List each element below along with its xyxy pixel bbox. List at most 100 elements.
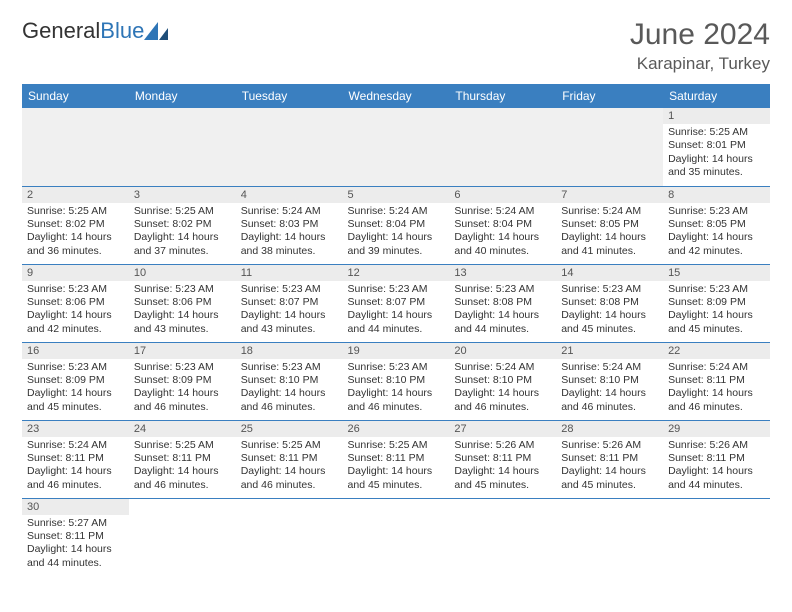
calendar-cell-empty — [129, 108, 236, 186]
calendar-cell-empty — [22, 108, 129, 186]
day-number: 27 — [449, 421, 556, 437]
day-number: 28 — [556, 421, 663, 437]
day-data: Sunrise: 5:23 AMSunset: 8:10 PMDaylight:… — [236, 359, 343, 419]
calendar-cell-empty — [556, 108, 663, 186]
day-number: 19 — [343, 343, 450, 359]
day-number: 16 — [22, 343, 129, 359]
calendar-cell-empty — [449, 498, 556, 576]
day-number: 7 — [556, 187, 663, 203]
calendar-cell: 10Sunrise: 5:23 AMSunset: 8:06 PMDayligh… — [129, 264, 236, 342]
day-number: 20 — [449, 343, 556, 359]
calendar-cell: 21Sunrise: 5:24 AMSunset: 8:10 PMDayligh… — [556, 342, 663, 420]
calendar-cell-empty — [449, 108, 556, 186]
day-data: Sunrise: 5:25 AMSunset: 8:01 PMDaylight:… — [663, 124, 770, 184]
calendar-cell-empty — [236, 108, 343, 186]
day-number: 13 — [449, 265, 556, 281]
calendar-cell: 14Sunrise: 5:23 AMSunset: 8:08 PMDayligh… — [556, 264, 663, 342]
logo-general: General — [22, 18, 100, 43]
day-number: 26 — [343, 421, 450, 437]
calendar-head: SundayMondayTuesdayWednesdayThursdayFrid… — [22, 84, 770, 108]
day-data: Sunrise: 5:23 AMSunset: 8:09 PMDaylight:… — [663, 281, 770, 341]
calendar-cell: 17Sunrise: 5:23 AMSunset: 8:09 PMDayligh… — [129, 342, 236, 420]
month-title: June 2024 — [630, 18, 770, 52]
day-number: 17 — [129, 343, 236, 359]
day-data: Sunrise: 5:25 AMSunset: 8:02 PMDaylight:… — [22, 203, 129, 263]
day-number: 9 — [22, 265, 129, 281]
location: Karapinar, Turkey — [630, 54, 770, 74]
title-block: June 2024 Karapinar, Turkey — [630, 18, 770, 74]
calendar-cell-empty — [343, 108, 450, 186]
calendar-cell: 22Sunrise: 5:24 AMSunset: 8:11 PMDayligh… — [663, 342, 770, 420]
calendar-cell: 12Sunrise: 5:23 AMSunset: 8:07 PMDayligh… — [343, 264, 450, 342]
day-number: 2 — [22, 187, 129, 203]
calendar-body: 1Sunrise: 5:25 AMSunset: 8:01 PMDaylight… — [22, 108, 770, 576]
calendar-cell: 27Sunrise: 5:26 AMSunset: 8:11 PMDayligh… — [449, 420, 556, 498]
day-number: 12 — [343, 265, 450, 281]
day-data: Sunrise: 5:24 AMSunset: 8:04 PMDaylight:… — [449, 203, 556, 263]
day-number: 24 — [129, 421, 236, 437]
day-number: 30 — [22, 499, 129, 515]
calendar-cell: 9Sunrise: 5:23 AMSunset: 8:06 PMDaylight… — [22, 264, 129, 342]
day-data: Sunrise: 5:23 AMSunset: 8:08 PMDaylight:… — [449, 281, 556, 341]
day-number: 5 — [343, 187, 450, 203]
day-number: 10 — [129, 265, 236, 281]
weekday-row: SundayMondayTuesdayWednesdayThursdayFrid… — [22, 84, 770, 108]
day-number: 29 — [663, 421, 770, 437]
calendar-row: 30Sunrise: 5:27 AMSunset: 8:11 PMDayligh… — [22, 498, 770, 576]
day-data: Sunrise: 5:24 AMSunset: 8:11 PMDaylight:… — [22, 437, 129, 497]
day-number: 21 — [556, 343, 663, 359]
day-data: Sunrise: 5:25 AMSunset: 8:11 PMDaylight:… — [236, 437, 343, 497]
weekday-header: Friday — [556, 84, 663, 108]
calendar-cell: 20Sunrise: 5:24 AMSunset: 8:10 PMDayligh… — [449, 342, 556, 420]
calendar-cell: 25Sunrise: 5:25 AMSunset: 8:11 PMDayligh… — [236, 420, 343, 498]
calendar-cell: 6Sunrise: 5:24 AMSunset: 8:04 PMDaylight… — [449, 186, 556, 264]
day-data: Sunrise: 5:24 AMSunset: 8:11 PMDaylight:… — [663, 359, 770, 419]
calendar-cell: 23Sunrise: 5:24 AMSunset: 8:11 PMDayligh… — [22, 420, 129, 498]
calendar-row: 2Sunrise: 5:25 AMSunset: 8:02 PMDaylight… — [22, 186, 770, 264]
day-data: Sunrise: 5:26 AMSunset: 8:11 PMDaylight:… — [556, 437, 663, 497]
calendar-cell: 13Sunrise: 5:23 AMSunset: 8:08 PMDayligh… — [449, 264, 556, 342]
day-data: Sunrise: 5:24 AMSunset: 8:03 PMDaylight:… — [236, 203, 343, 263]
calendar-row: 23Sunrise: 5:24 AMSunset: 8:11 PMDayligh… — [22, 420, 770, 498]
day-number: 22 — [663, 343, 770, 359]
calendar-table: SundayMondayTuesdayWednesdayThursdayFrid… — [22, 84, 770, 576]
day-data: Sunrise: 5:23 AMSunset: 8:08 PMDaylight:… — [556, 281, 663, 341]
calendar-cell-empty — [663, 498, 770, 576]
calendar-cell: 16Sunrise: 5:23 AMSunset: 8:09 PMDayligh… — [22, 342, 129, 420]
day-number: 1 — [663, 108, 770, 124]
calendar-cell: 18Sunrise: 5:23 AMSunset: 8:10 PMDayligh… — [236, 342, 343, 420]
calendar-cell: 8Sunrise: 5:23 AMSunset: 8:05 PMDaylight… — [663, 186, 770, 264]
day-data: Sunrise: 5:25 AMSunset: 8:02 PMDaylight:… — [129, 203, 236, 263]
calendar-row: 9Sunrise: 5:23 AMSunset: 8:06 PMDaylight… — [22, 264, 770, 342]
day-number: 6 — [449, 187, 556, 203]
calendar-cell: 11Sunrise: 5:23 AMSunset: 8:07 PMDayligh… — [236, 264, 343, 342]
day-number: 18 — [236, 343, 343, 359]
weekday-header: Wednesday — [343, 84, 450, 108]
day-number: 23 — [22, 421, 129, 437]
day-data: Sunrise: 5:27 AMSunset: 8:11 PMDaylight:… — [22, 515, 129, 575]
day-data: Sunrise: 5:23 AMSunset: 8:06 PMDaylight:… — [22, 281, 129, 341]
day-data: Sunrise: 5:23 AMSunset: 8:06 PMDaylight:… — [129, 281, 236, 341]
calendar-cell: 24Sunrise: 5:25 AMSunset: 8:11 PMDayligh… — [129, 420, 236, 498]
calendar-cell: 1Sunrise: 5:25 AMSunset: 8:01 PMDaylight… — [663, 108, 770, 186]
day-data: Sunrise: 5:24 AMSunset: 8:10 PMDaylight:… — [449, 359, 556, 419]
logo-blue: Blue — [100, 18, 144, 43]
day-data: Sunrise: 5:23 AMSunset: 8:09 PMDaylight:… — [22, 359, 129, 419]
day-data: Sunrise: 5:23 AMSunset: 8:10 PMDaylight:… — [343, 359, 450, 419]
day-data: Sunrise: 5:26 AMSunset: 8:11 PMDaylight:… — [663, 437, 770, 497]
day-data: Sunrise: 5:24 AMSunset: 8:10 PMDaylight:… — [556, 359, 663, 419]
day-data: Sunrise: 5:24 AMSunset: 8:05 PMDaylight:… — [556, 203, 663, 263]
day-data: Sunrise: 5:23 AMSunset: 8:07 PMDaylight:… — [343, 281, 450, 341]
calendar-cell: 26Sunrise: 5:25 AMSunset: 8:11 PMDayligh… — [343, 420, 450, 498]
day-data: Sunrise: 5:23 AMSunset: 8:09 PMDaylight:… — [129, 359, 236, 419]
day-number: 3 — [129, 187, 236, 203]
day-number: 25 — [236, 421, 343, 437]
header: GeneralBlue June 2024 Karapinar, Turkey — [22, 18, 770, 74]
calendar-cell: 19Sunrise: 5:23 AMSunset: 8:10 PMDayligh… — [343, 342, 450, 420]
day-data: Sunrise: 5:25 AMSunset: 8:11 PMDaylight:… — [129, 437, 236, 497]
day-data: Sunrise: 5:25 AMSunset: 8:11 PMDaylight:… — [343, 437, 450, 497]
day-number: 4 — [236, 187, 343, 203]
day-number: 11 — [236, 265, 343, 281]
calendar-cell: 5Sunrise: 5:24 AMSunset: 8:04 PMDaylight… — [343, 186, 450, 264]
calendar-row: 1Sunrise: 5:25 AMSunset: 8:01 PMDaylight… — [22, 108, 770, 186]
